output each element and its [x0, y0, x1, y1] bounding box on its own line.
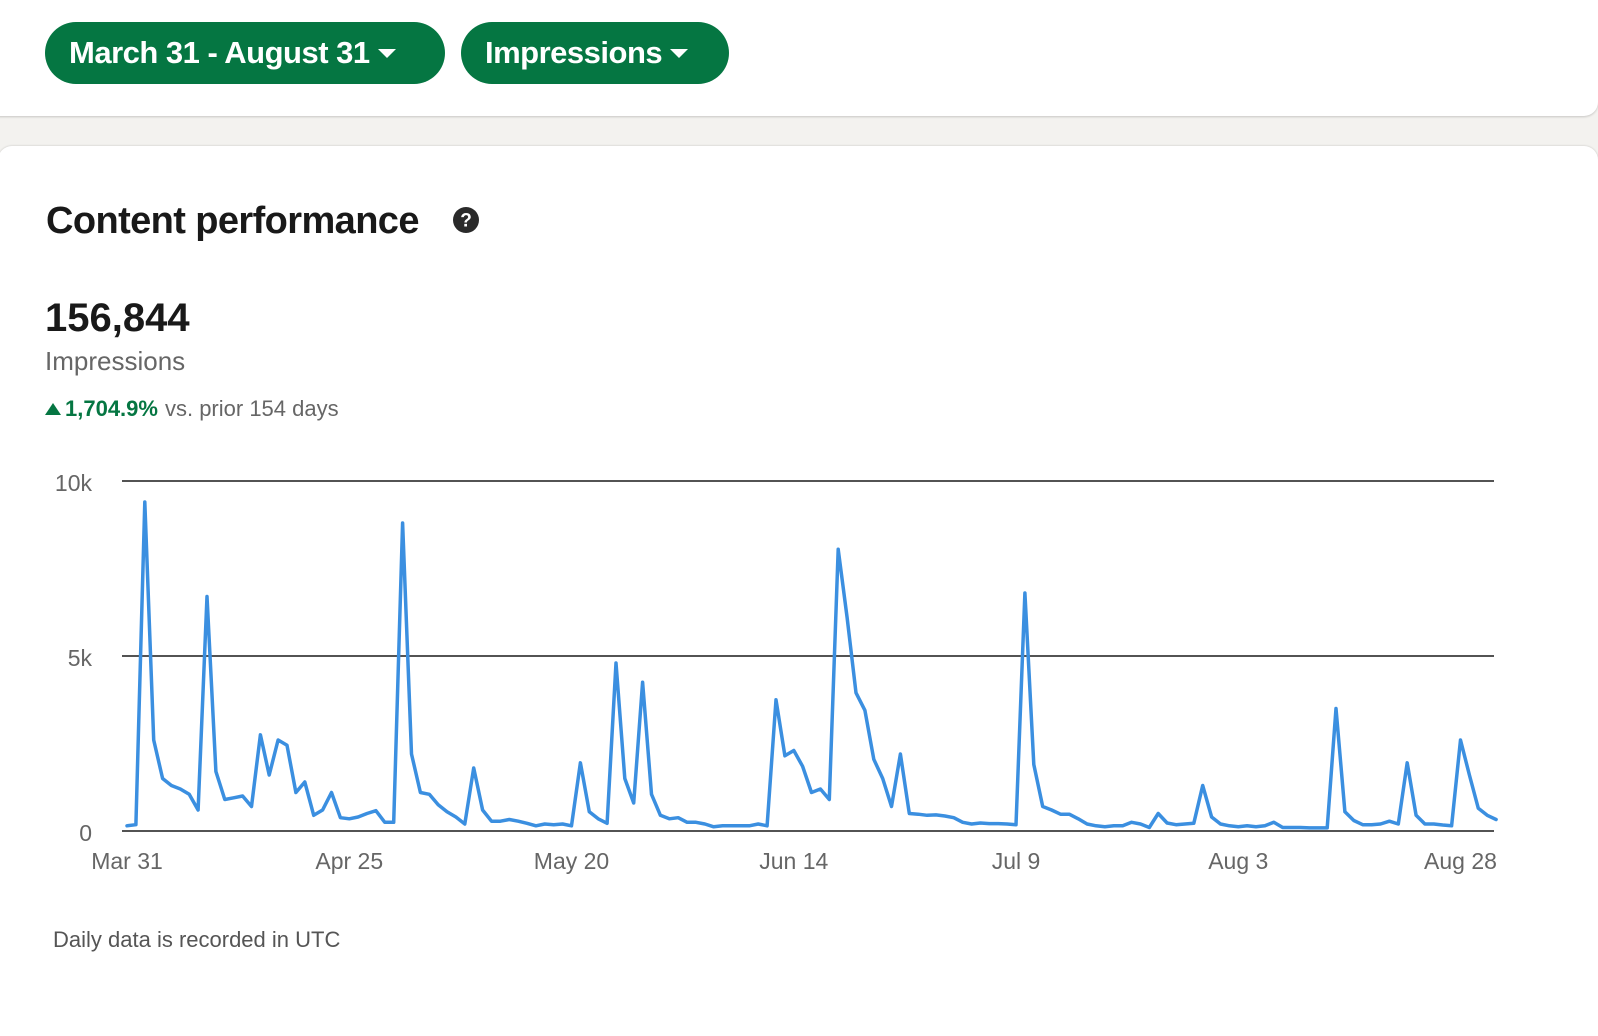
help-question-icon[interactable]: ?: [452, 206, 480, 234]
svg-text:?: ?: [460, 211, 472, 232]
y-tick-label: 10k: [55, 470, 93, 496]
impressions-series-line: [125, 500, 1498, 830]
y-tick-label: 5k: [68, 645, 93, 671]
trend-up-icon: [45, 403, 61, 415]
x-tick-label: Aug 28: [1424, 848, 1497, 874]
total-impressions-value: 156,844: [45, 296, 190, 340]
change-comparison-text: vs. prior 154 days: [164, 396, 339, 421]
caret-down-icon: [670, 48, 689, 58]
change-percent: 1,704.9%: [65, 396, 158, 421]
metric-dropdown-label: Impressions: [485, 35, 663, 70]
x-tick-label: Aug 3: [1208, 848, 1268, 874]
x-tick-label: Mar 31: [91, 848, 163, 874]
date-range-dropdown[interactable]: March 31 - August 31: [45, 22, 445, 84]
metric-dropdown[interactable]: Impressions: [461, 22, 729, 84]
change-indicator: 1,704.9% vs. prior 154 days: [45, 394, 339, 424]
x-tick-label: Jul 9: [992, 848, 1041, 874]
total-impressions-label: Impressions: [45, 346, 186, 376]
y-tick-label: 0: [79, 820, 92, 846]
x-tick-label: May 20: [534, 848, 609, 874]
caret-down-icon: [377, 48, 396, 58]
utc-footnote: Daily data is recorded in UTC: [53, 927, 341, 952]
date-range-label: March 31 - August 31: [69, 35, 370, 70]
content-performance-card: [0, 146, 1598, 1036]
x-tick-label: Jun 14: [759, 848, 828, 874]
section-title: Content performance: [46, 200, 419, 242]
x-tick-label: Apr 25: [315, 848, 383, 874]
